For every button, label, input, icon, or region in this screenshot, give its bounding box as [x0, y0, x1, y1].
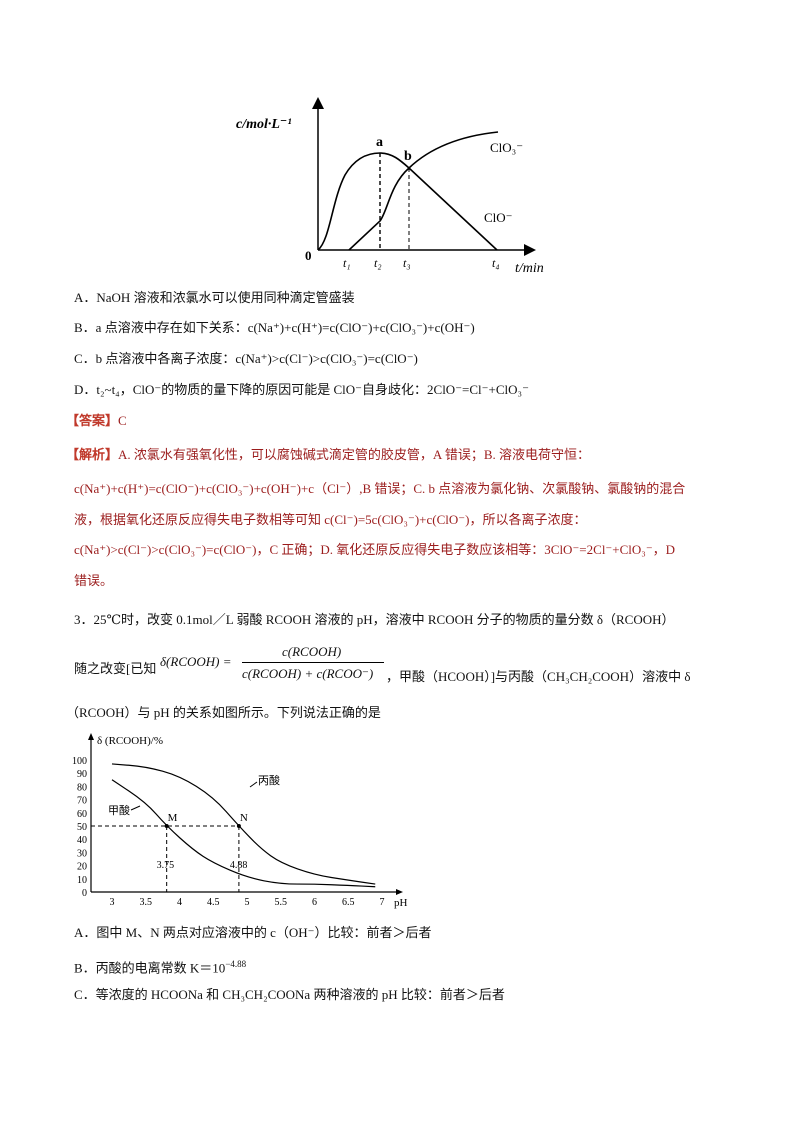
y-tick-label: 60 [77, 809, 87, 820]
series-line-formic [111, 779, 376, 888]
q2-option-b: B．a 点溶液中存在如下关系：c(Na⁺)+c(H⁺)=c(ClO⁻)+c(Cl… [74, 320, 475, 335]
y-tick-label: 30 [77, 848, 87, 859]
y-axis-label: δ (RCOOH)/% [97, 735, 163, 747]
tick-t4: t₄ [492, 256, 500, 270]
y-tick-label: 0 [82, 888, 87, 899]
answer-label: 【答案】 [66, 413, 119, 428]
analysis-label: 【解析】 [66, 447, 119, 462]
q2-option-d: D．t₂~t₄，ClO⁻的物质的量下降的原因可能是 ClO⁻自身歧化：2ClO⁻… [74, 382, 529, 397]
x-tick-label: 6 [312, 897, 317, 908]
q3-line-2-suffix: ，甲酸（HCOOH）]与丙酸（CH₃CH₂COOH）溶液中 δ [386, 669, 691, 684]
analysis-line-2: c(Na⁺)+c(H⁺)=c(ClO⁻)+c(ClO₃⁻)+c(OH⁻)+c（C… [74, 481, 686, 496]
q2-option-c: C．b 点溶液中各离子浓度：c(Na⁺)>c(Cl⁻)>c(ClO₃⁻)=c(C… [74, 351, 418, 366]
tick-t3: t₃ [403, 256, 411, 270]
y-tick-label: 10 [77, 875, 87, 886]
x-tick-label: 5.5 [275, 897, 288, 908]
exponent: −4.88 [225, 959, 247, 969]
q3-option-a: A．图中 M、N 两点对应溶液中的 c（OH⁻）比较：前者＞后者 [74, 925, 432, 940]
series-label-propanoic: 丙酸 [258, 773, 280, 787]
point-a-label: a [376, 135, 383, 150]
y-tick-label: 20 [77, 862, 87, 873]
point-n [236, 824, 241, 828]
answer-value: C [118, 413, 127, 428]
y-axis-arrow [88, 733, 94, 740]
analysis-line-4: c(Na⁺)>c(Cl⁻)>c(ClO₃⁻)=c(ClO⁻)，C 正确；D. 氧… [74, 542, 676, 557]
x-axis-label: pH [394, 897, 408, 909]
leader-line [130, 805, 141, 811]
q2-option-a: A．NaOH 溶液和浓氯水可以使用同种滴定管盛装 [74, 290, 355, 305]
q3-option-b: B．丙酸的电离常数 K＝10−4.88 [74, 959, 247, 976]
answer: 【答案】C [66, 413, 127, 429]
x-tick-label: 5 [245, 897, 250, 908]
q3-line-3: （RCOOH）与 pH 的关系如图所示。下列说法正确的是 [66, 705, 381, 720]
clo3-curve [348, 131, 499, 251]
y-axis-label: c/mol·L⁻¹ [236, 117, 292, 132]
point-b-label: b [404, 149, 412, 164]
x-tick-label: 7 [380, 897, 385, 908]
x-tick-label: 4 [177, 897, 182, 908]
y-tick-label: 50 [77, 822, 87, 833]
point-m [164, 824, 169, 828]
point-label-m: M [168, 812, 178, 824]
q3-line-1: 3．25℃时，改变 0.1mol／L 弱酸 RCOOH 溶液的 pH，溶液中 R… [74, 612, 675, 627]
leader-line [249, 781, 258, 788]
analysis-line-1: 【解析】A. 浓氯水有强氧化性，可以腐蚀碱式滴定管的胶皮管，A 错误；B. 溶液… [66, 447, 590, 462]
tick-t1: t₁ [343, 256, 351, 270]
q3-option-c: C．等浓度的 HCOONa 和 CH₃CH₂COONa 两种溶液的 pH 比较：… [74, 987, 505, 1002]
q3-line-2-prefix: 随之改变[已知 [74, 661, 157, 676]
point-label-n: N [240, 812, 248, 824]
x-tick-label: 4.5 [207, 897, 220, 908]
formula-denominator: c(RCOOH) + c(RCOO⁻) [242, 666, 374, 681]
x-axis-label: t/min [515, 261, 544, 276]
analysis-line-5: 错误。 [74, 573, 114, 588]
point-value-label: 3.75 [157, 860, 175, 871]
y-tick-label: 40 [77, 835, 87, 846]
y-tick-label: 100 [72, 756, 87, 767]
y-tick-label: 90 [77, 769, 87, 780]
y-tick-label: 70 [77, 796, 87, 807]
y-tick-label: 80 [77, 782, 87, 793]
tick-t2: t₂ [374, 256, 382, 270]
analysis-line-3: 液，根据氧化还原反应得失电子数相等可知 c(Cl⁻)=5c(ClO₃⁻)+c(C… [74, 512, 587, 527]
x-tick-label: 6.5 [342, 897, 355, 908]
clo3-label: ClO₃⁻ [490, 140, 523, 155]
series-label-formic: 甲酸 [108, 803, 130, 817]
formula-lhs: δ(RCOOH) = [160, 654, 232, 669]
point-value-label: 4.88 [230, 860, 248, 871]
x-axis-arrow [396, 889, 403, 895]
clo-curve [317, 152, 498, 251]
delta-ph-chart: δ (RCOOH)/% pH 0 10 20 30 40 50 60 70 80 90 100 3 3.5 4… [72, 733, 408, 909]
fraction-bar [242, 662, 384, 663]
origin-label: 0 [305, 248, 312, 263]
formula-numerator: c(RCOOH) [282, 644, 342, 659]
clo-label: ClO⁻ [484, 210, 513, 225]
x-tick-label: 3 [110, 897, 115, 908]
concentration-time-diagram: c/mol·L⁻¹ t/min 0 t₁ t₂ t₃ t₄ a b ClO₃⁻ … [236, 97, 544, 276]
x-tick-label: 3.5 [140, 897, 153, 908]
